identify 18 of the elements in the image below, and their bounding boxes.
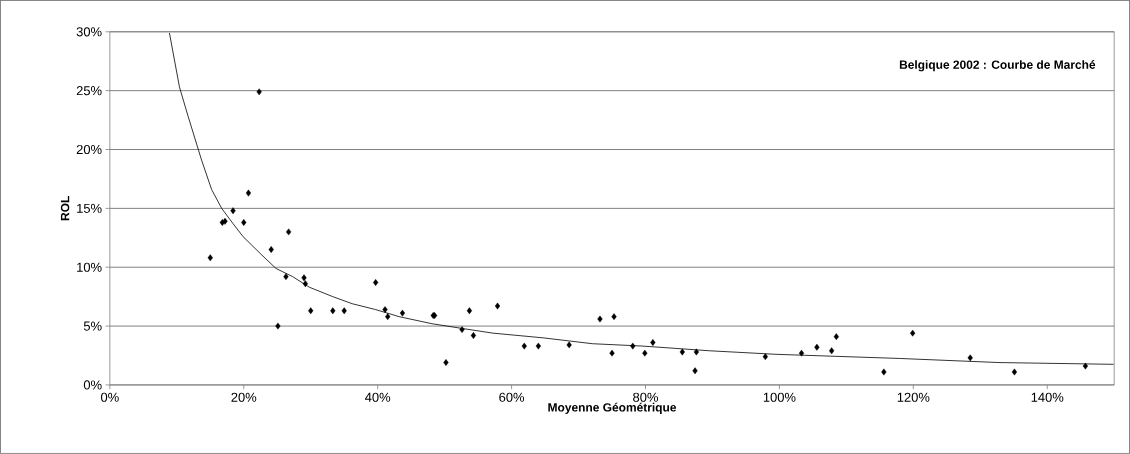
y-tick-label: 15%: [77, 203, 102, 214]
y-tick-label: 0%: [83, 380, 102, 390]
y-tick-label: 10%: [77, 262, 102, 272]
annotation: Belgique 2002 : Courbe de Marché: [899, 60, 1096, 72]
x-tick-label: 100%: [763, 392, 796, 402]
x-tick-label: 0%: [100, 392, 119, 402]
x-tick-label: 40%: [365, 392, 391, 402]
x-tick-label: 60%: [499, 392, 525, 402]
x-tick-label: 80%: [633, 392, 658, 402]
x-tick-label: 20%: [231, 392, 257, 402]
y-tick-label: 20%: [76, 145, 102, 155]
x-tick-label: 120%: [897, 392, 930, 402]
y-tick-label: 25%: [76, 86, 102, 96]
y-tick-label: 30%: [76, 27, 102, 37]
x-tick-label: 140%: [1031, 392, 1064, 402]
y-tick-label: 5%: [83, 321, 102, 331]
x-axis-title: Moyenne Géométrique: [548, 402, 677, 415]
y-axis-title: ROL: [60, 196, 70, 221]
